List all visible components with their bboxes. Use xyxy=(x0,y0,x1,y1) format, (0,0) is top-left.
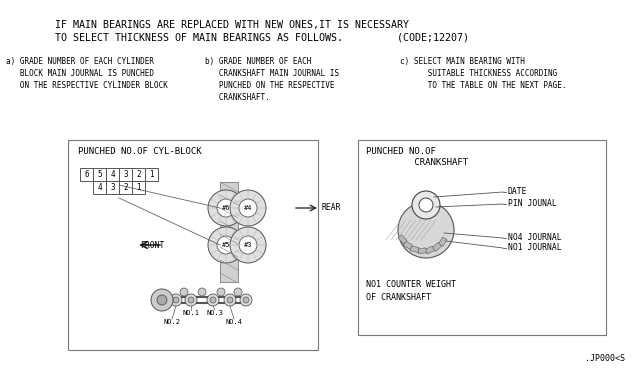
Circle shape xyxy=(239,199,257,217)
Circle shape xyxy=(208,190,244,226)
Circle shape xyxy=(224,294,236,306)
Circle shape xyxy=(157,295,167,305)
Circle shape xyxy=(240,294,252,306)
Bar xyxy=(119,181,132,194)
Text: 3: 3 xyxy=(123,170,128,179)
Text: 1: 1 xyxy=(149,170,154,179)
Circle shape xyxy=(185,294,197,306)
Circle shape xyxy=(227,297,233,303)
Text: 4: 4 xyxy=(97,183,102,192)
Bar xyxy=(80,168,93,181)
Text: #4: #4 xyxy=(244,205,252,211)
Bar xyxy=(132,168,145,181)
Bar xyxy=(93,181,106,194)
Text: 2: 2 xyxy=(136,170,141,179)
Bar xyxy=(410,246,419,253)
Text: NO1 COUNTER WEIGHT
OF CRANKSHAFT: NO1 COUNTER WEIGHT OF CRANKSHAFT xyxy=(366,280,456,301)
Text: REAR: REAR xyxy=(322,203,342,212)
Bar xyxy=(132,181,145,194)
Text: TO SELECT THICKNESS OF MAIN BEARINGS AS FOLLOWS.         (CODE;12207): TO SELECT THICKNESS OF MAIN BEARINGS AS … xyxy=(55,33,469,43)
Circle shape xyxy=(419,198,433,212)
Text: NO.3: NO.3 xyxy=(207,310,223,316)
Circle shape xyxy=(234,288,242,296)
Text: a) GRADE NUMBER OF EACH CYLINDER
   BLOCK MAIN JOURNAL IS PUNCHED
   ON THE RESP: a) GRADE NUMBER OF EACH CYLINDER BLOCK M… xyxy=(6,57,168,90)
Text: NO.2: NO.2 xyxy=(163,319,180,325)
Text: NO.4: NO.4 xyxy=(225,319,243,325)
Circle shape xyxy=(210,297,216,303)
Bar xyxy=(106,181,119,194)
Text: 4: 4 xyxy=(110,170,115,179)
Circle shape xyxy=(217,288,225,296)
Text: .JP000<S: .JP000<S xyxy=(585,354,625,363)
Text: DATE: DATE xyxy=(508,187,527,196)
Circle shape xyxy=(230,190,266,226)
Bar xyxy=(403,241,413,249)
Circle shape xyxy=(170,294,182,306)
Bar xyxy=(106,168,119,181)
Circle shape xyxy=(243,297,249,303)
Text: 3: 3 xyxy=(110,183,115,192)
Text: NO1 JOURNAL: NO1 JOURNAL xyxy=(508,244,562,253)
Bar xyxy=(432,242,442,251)
Bar xyxy=(358,140,606,335)
Bar xyxy=(398,235,407,244)
Circle shape xyxy=(198,288,206,296)
Circle shape xyxy=(217,236,235,254)
Circle shape xyxy=(151,289,173,311)
Text: NO4 JOURNAL: NO4 JOURNAL xyxy=(508,234,562,243)
Bar xyxy=(93,168,106,181)
Text: FRONT: FRONT xyxy=(140,241,164,250)
Circle shape xyxy=(180,288,188,296)
Circle shape xyxy=(239,236,257,254)
Text: PUNCHED NO.OF CYL-BLOCK: PUNCHED NO.OF CYL-BLOCK xyxy=(78,147,202,156)
Circle shape xyxy=(230,227,266,263)
Circle shape xyxy=(207,294,219,306)
Text: #3: #3 xyxy=(244,242,252,248)
Bar xyxy=(438,237,447,246)
Text: #5: #5 xyxy=(221,242,230,248)
Circle shape xyxy=(173,297,179,303)
Text: 6: 6 xyxy=(84,170,89,179)
Text: #6: #6 xyxy=(221,205,230,211)
Text: 5: 5 xyxy=(97,170,102,179)
Text: b) GRADE NUMBER OF EACH
   CRANKSHAFT MAIN JOURNAL IS
   PUNCHED ON THE RESPECTI: b) GRADE NUMBER OF EACH CRANKSHAFT MAIN … xyxy=(205,57,339,102)
Circle shape xyxy=(217,199,235,217)
Text: PIN JOUNAL: PIN JOUNAL xyxy=(508,199,557,208)
Circle shape xyxy=(208,227,244,263)
Bar xyxy=(220,182,238,282)
Text: NO.1: NO.1 xyxy=(182,310,200,316)
Text: PUNCHED NO.OF: PUNCHED NO.OF xyxy=(366,147,436,156)
Text: 2: 2 xyxy=(123,183,128,192)
Text: IF MAIN BEARINGS ARE REPLACED WITH NEW ONES,IT IS NECESSARY: IF MAIN BEARINGS ARE REPLACED WITH NEW O… xyxy=(55,20,409,30)
Bar xyxy=(418,248,426,254)
Circle shape xyxy=(398,202,454,258)
Bar xyxy=(425,246,435,254)
Circle shape xyxy=(412,191,440,219)
Text: c) SELECT MAIN BEARING WITH
      SUITABLE THICKNESS ACCORDING
      TO THE TABL: c) SELECT MAIN BEARING WITH SUITABLE THI… xyxy=(400,57,566,90)
Circle shape xyxy=(188,297,194,303)
Text: CRANKSHAFT: CRANKSHAFT xyxy=(366,158,468,167)
Ellipse shape xyxy=(418,195,434,215)
Text: 1: 1 xyxy=(136,183,141,192)
Bar xyxy=(119,168,132,181)
Bar xyxy=(68,140,318,350)
Bar xyxy=(145,168,158,181)
